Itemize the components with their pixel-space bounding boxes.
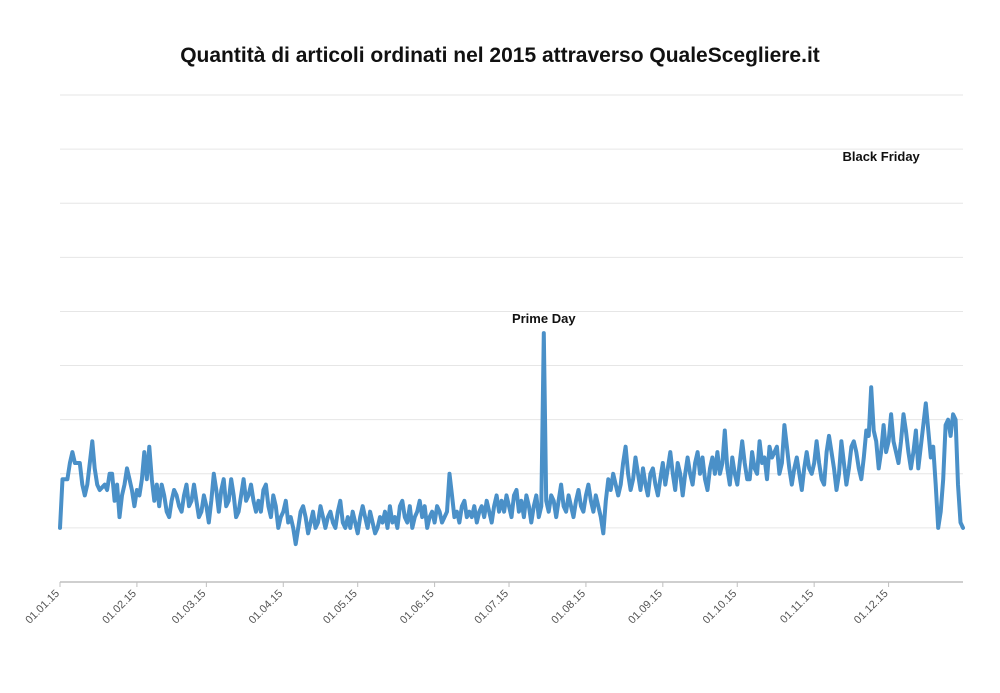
annotation-label: Prime Day [512,311,576,326]
x-tick-label: 01.11.15 [778,588,816,626]
annotations-layer: Prime Day Black Friday [512,149,921,326]
x-tick-label: 01.12.15 [852,588,891,627]
x-tick-label: 01.01.15 [23,588,62,627]
x-tick-label: 01.07.15 [472,588,511,627]
annotation-label: Black Friday [842,149,920,164]
series-layer [58,331,965,547]
x-tick-label: 01.06.15 [398,588,437,627]
x-tick-label: 01.10.15 [701,588,740,627]
chart-title: Quantità di articoli ordinati nel 2015 a… [180,44,820,67]
x-tick-label: 01.04.15 [247,588,286,627]
series-line [58,331,965,547]
x-tick-label: 01.05.15 [321,588,360,627]
x-tick-label: 01.09.15 [626,588,665,627]
x-tick-label: 01.03.15 [170,588,209,627]
x-tick-label: 01.08.15 [549,588,588,627]
x-tick-label: 01.02.15 [100,588,139,627]
grid-lines [60,94,963,529]
x-axis: 01.01.15 01.02.15 01.03.15 01.04.15 01.05.15… [23,581,963,627]
